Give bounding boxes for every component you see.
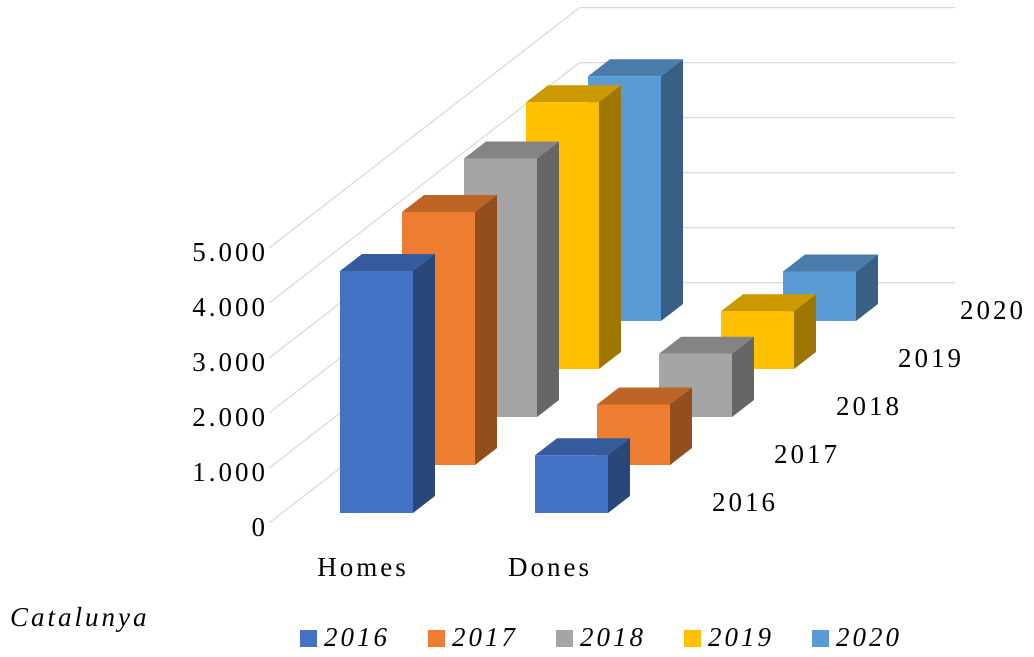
- legend-label: 2020: [836, 622, 902, 652]
- bar-side: [475, 195, 497, 465]
- legend-label: 2016: [324, 622, 390, 652]
- y-tick-label: 5.000: [192, 237, 268, 267]
- bar-side: [413, 254, 435, 513]
- depth-label: 2018: [836, 391, 902, 421]
- bar-top: [721, 294, 816, 312]
- bar-top: [340, 254, 435, 271]
- depth-label: 2016: [712, 487, 778, 517]
- legend-label: 2018: [580, 622, 646, 652]
- bar-top: [597, 387, 692, 405]
- x-tick-label: Dones: [508, 552, 592, 582]
- bar-side: [732, 336, 754, 417]
- depth-label: 2020: [960, 295, 1026, 325]
- bar-top: [526, 85, 621, 103]
- bar: [783, 254, 878, 321]
- y-tick-label: 4.000: [192, 292, 268, 322]
- y-tick-label: 3.000: [192, 347, 268, 377]
- y-tick-label: 2.000: [192, 402, 268, 432]
- bar-side: [670, 387, 692, 465]
- depth-label: 2019: [898, 343, 964, 373]
- bar: [535, 438, 630, 513]
- y-tick-label: 0: [252, 512, 269, 542]
- bar-top: [464, 141, 559, 159]
- legend-swatch: [300, 630, 317, 647]
- bar-top: [402, 195, 497, 212]
- legend-label: 2017: [452, 622, 518, 652]
- depth-label: 2017: [774, 439, 840, 469]
- bar-top: [535, 438, 630, 456]
- bar-top: [588, 59, 683, 77]
- bar-side: [661, 59, 683, 321]
- legend-swatch: [812, 630, 829, 647]
- legend-label: 2019: [708, 622, 774, 652]
- bar-side: [856, 254, 878, 321]
- bar-top: [783, 254, 878, 272]
- bar-front: [535, 455, 608, 513]
- bar-side: [794, 294, 816, 369]
- grid-line: [269, 7, 580, 249]
- bar-front: [340, 271, 413, 513]
- y-tick-label: 1.000: [192, 457, 268, 487]
- bar-top: [659, 336, 754, 354]
- x-axis-title: Catalunya: [10, 602, 150, 632]
- bar: [340, 254, 435, 513]
- legend-swatch: [428, 630, 445, 647]
- x-tick-label: Homes: [317, 552, 409, 582]
- legend-swatch: [684, 630, 701, 647]
- bar-side: [608, 438, 630, 513]
- legend-swatch: [556, 630, 573, 647]
- bar-side: [599, 85, 621, 369]
- bar-side: [537, 141, 559, 417]
